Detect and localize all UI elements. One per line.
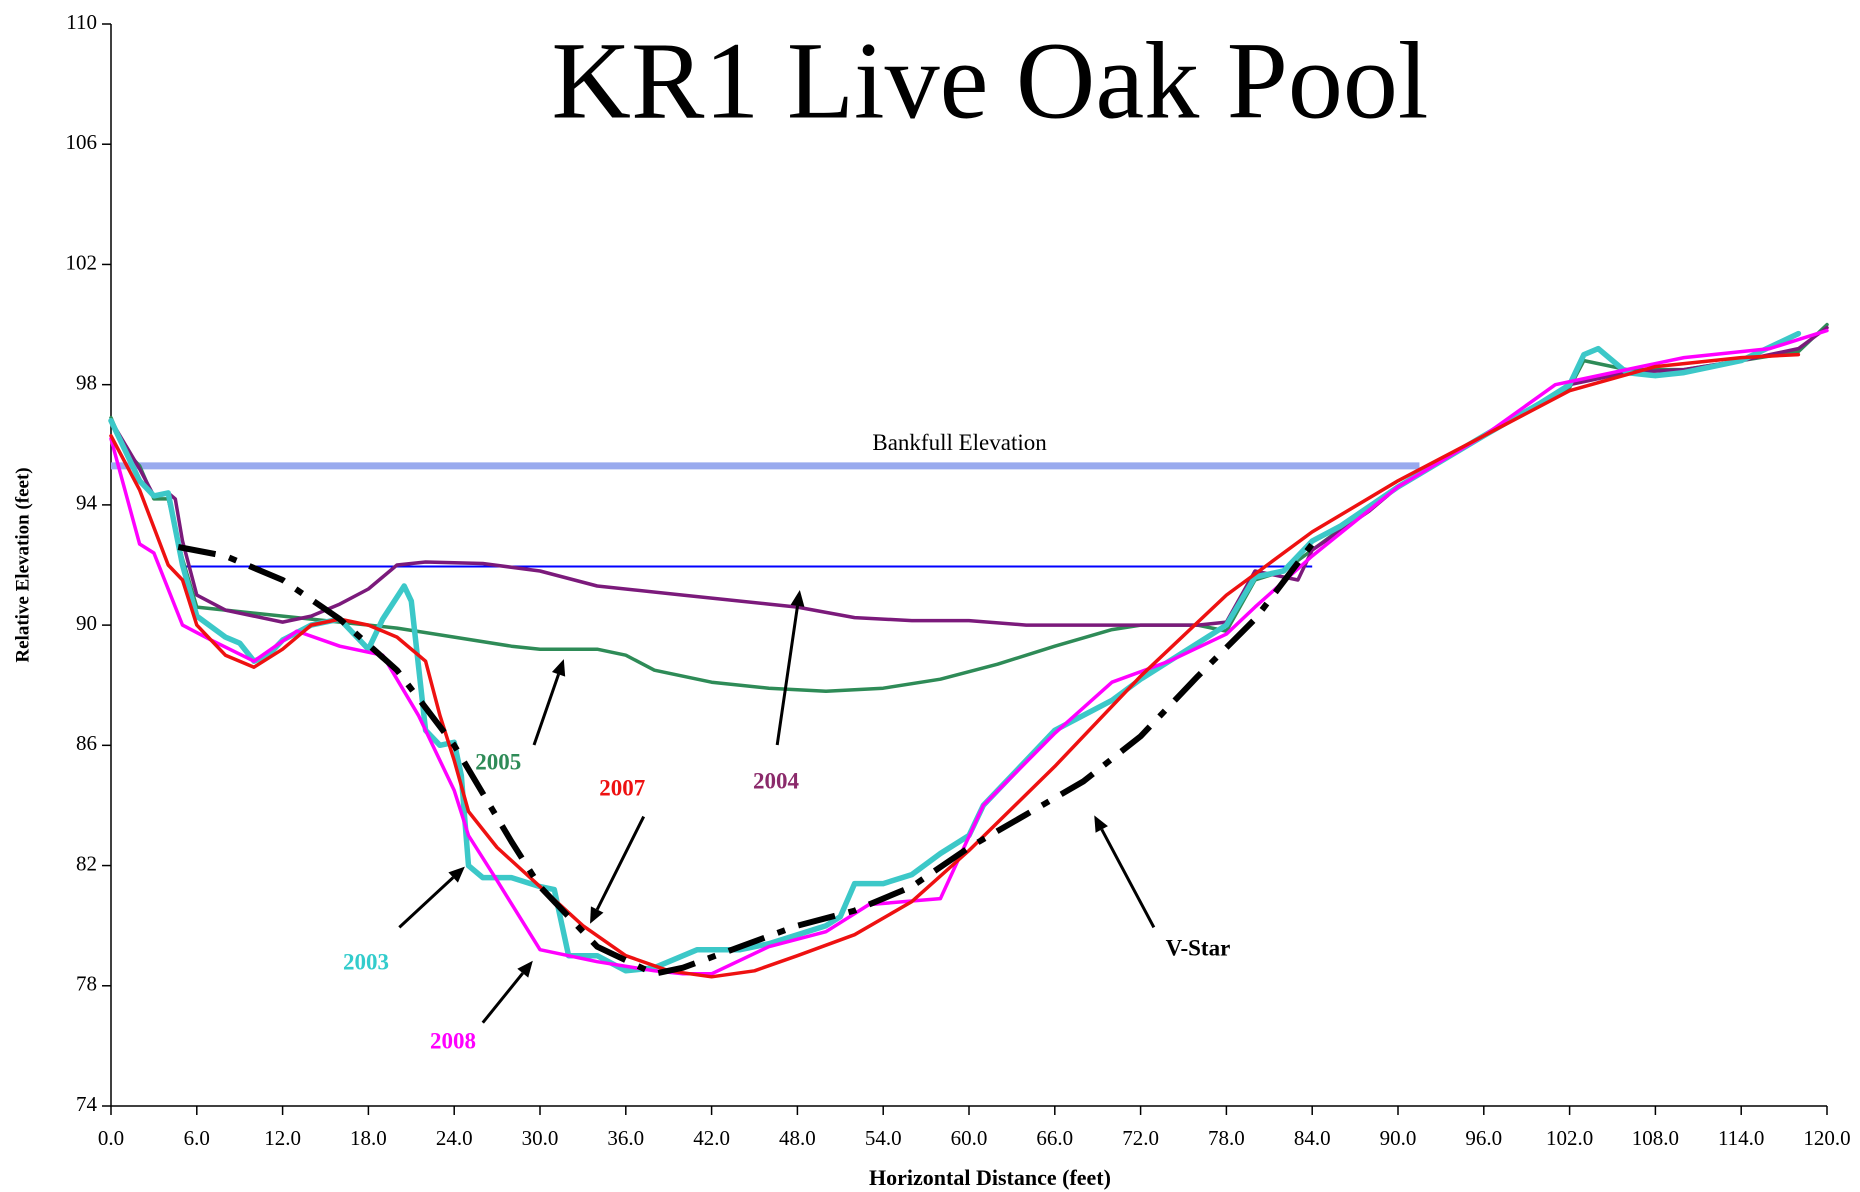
arrow-head — [551, 659, 566, 677]
x-tick-label: 120.0 — [1803, 1126, 1850, 1150]
x-tick-label: 30.0 — [522, 1126, 559, 1150]
series-label: V-Star — [1166, 935, 1231, 960]
series-label: 2007 — [599, 776, 645, 801]
arrow — [775, 605, 800, 746]
x-tick-label: 54.0 — [865, 1126, 902, 1150]
arrow — [481, 972, 524, 1024]
arrow-head — [590, 906, 604, 924]
arrow — [532, 673, 560, 746]
x-tick-label: 66.0 — [1036, 1126, 1073, 1150]
series-line — [109, 352, 1801, 979]
x-tick-label: 84.0 — [1294, 1126, 1331, 1150]
y-tick-label: 94 — [76, 491, 98, 515]
arrow — [398, 876, 455, 929]
arrow-head — [790, 590, 805, 607]
x-tick-label: 48.0 — [779, 1126, 816, 1150]
y-tick-label: 110 — [66, 10, 97, 34]
x-tick-label: 60.0 — [951, 1126, 988, 1150]
y-tick-label: 74 — [76, 1092, 98, 1116]
series-label: 2005 — [475, 749, 521, 774]
x-tick-label: 102.0 — [1546, 1126, 1593, 1150]
x-tick-label: 90.0 — [1380, 1126, 1417, 1150]
y-tick-label: 90 — [76, 611, 97, 635]
x-tick-label: 72.0 — [1122, 1126, 1159, 1150]
y-tick-label: 78 — [76, 972, 97, 996]
series-line — [109, 325, 1829, 627]
x-tick-label: 24.0 — [436, 1126, 473, 1150]
arrow — [1100, 828, 1156, 929]
x-tick-label: 108.0 — [1632, 1126, 1679, 1150]
series-line — [109, 328, 1829, 976]
x-tick-label: 42.0 — [693, 1126, 730, 1150]
y-axis-label: Relative Elevation (feet) — [12, 467, 33, 662]
y-tick-label: 86 — [76, 731, 97, 755]
y-tick-label: 102 — [66, 250, 98, 274]
series-label: 2008 — [430, 1028, 476, 1053]
x-tick-label: 36.0 — [607, 1126, 644, 1150]
arrow-head — [448, 866, 465, 883]
y-tick-label: 98 — [76, 370, 97, 394]
x-tick-label: 0.0 — [98, 1126, 124, 1150]
reference-label: Bankfull Elevation — [872, 430, 1047, 455]
arrow — [595, 815, 646, 911]
x-axis-label: Horizontal Distance (feet) — [869, 1165, 1111, 1190]
series-label: 2004 — [753, 768, 800, 793]
x-tick-label: 18.0 — [350, 1126, 387, 1150]
series-line — [177, 542, 1315, 977]
x-tick-label: 78.0 — [1208, 1126, 1245, 1150]
y-tick-label: 106 — [66, 130, 98, 154]
arrow-head — [1094, 815, 1108, 833]
y-tick-label: 82 — [76, 851, 97, 875]
series-label: 2003 — [343, 950, 389, 975]
arrow-head — [517, 960, 533, 978]
x-tick-label: 114.0 — [1718, 1126, 1764, 1150]
x-tick-label: 96.0 — [1465, 1126, 1502, 1150]
x-tick-label: 12.0 — [264, 1126, 301, 1150]
chart-title: KR1 Live Oak Pool — [552, 19, 1429, 141]
x-tick-label: 6.0 — [184, 1126, 210, 1150]
